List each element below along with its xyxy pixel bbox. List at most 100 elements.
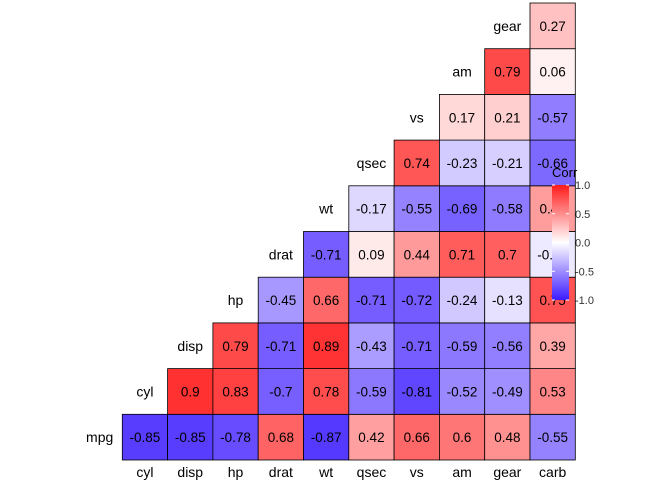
heatmap-cell-mpg-cyl: [121, 413, 169, 461]
cell-value-label: -0.23: [447, 156, 478, 171]
heatmap-cell-qsec-am: [438, 139, 486, 187]
heatmap-cell-wt-vs: [393, 185, 440, 232]
row-label-vs: vs: [410, 109, 424, 125]
heatmap-cell-drat-gear: [484, 231, 531, 278]
heatmap-cell-mpg-gear: [484, 413, 531, 461]
cell-value-label: -0.49: [492, 384, 523, 399]
cell-value-label: -0.7: [269, 384, 292, 399]
heatmap-cell-cyl-vs: [393, 368, 440, 415]
x-tick-label-vs: vs: [410, 464, 424, 480]
cell-value-label: 0.09: [358, 247, 384, 262]
cell-value-label: 0.42: [358, 430, 384, 445]
cell-value-label: -0.69: [447, 202, 478, 217]
row-label-mpg: mpg: [86, 429, 113, 445]
cell-value-label: -0.17: [356, 202, 387, 217]
row-label-wt: wt: [318, 201, 333, 217]
heatmap-cell-disp-carb: [529, 322, 576, 369]
heatmap-cell-cyl-carb: [529, 368, 576, 415]
cell-value-label: -0.81: [401, 384, 432, 399]
cell-value-label: 0.7: [498, 247, 517, 262]
cell-value-label: 0.44: [404, 247, 431, 262]
cell-value-label: -0.59: [447, 339, 478, 354]
cell-value-label: -0.24: [447, 293, 478, 308]
cell-value-label: -0.87: [311, 430, 342, 445]
heatmap-cell-mpg-qsec: [348, 413, 395, 461]
cell-value-label: 0.27: [540, 19, 566, 34]
x-tick-label-hp: hp: [228, 464, 244, 480]
cell-value-label: 0.83: [222, 384, 248, 399]
cell-value-label: -0.85: [130, 430, 161, 445]
heatmap-cell-drat-am: [438, 231, 486, 278]
cell-value-label: -0.85: [175, 430, 206, 445]
cell-value-label: 0.48: [494, 430, 520, 445]
heatmap-cell-cyl-am: [438, 368, 486, 415]
x-axis-tick-labels: cyl disp hp drat wt qsec vs am gear carb: [136, 464, 566, 480]
cell-value-label: 0.06: [540, 65, 566, 80]
cell-value-label: -0.45: [265, 293, 296, 308]
x-tick-label-disp: disp: [177, 464, 203, 480]
heatmap-cell-vs-carb: [529, 94, 576, 141]
heatmap-cell-drat-qsec: [348, 231, 395, 278]
x-tick-label-wt: wt: [318, 464, 333, 480]
cell-value-label: 0.66: [313, 293, 339, 308]
legend-tick-label: -1.0: [575, 295, 594, 307]
cell-value-label: 0.68: [268, 430, 294, 445]
cell-value-label: -0.71: [401, 339, 432, 354]
cell-value-label: -0.78: [220, 430, 251, 445]
cell-value-label: -0.56: [492, 339, 523, 354]
x-tick-label-gear: gear: [493, 464, 521, 480]
heatmap-cell-disp-drat: [257, 322, 304, 369]
cell-value-label: -0.58: [492, 202, 523, 217]
cell-value-label: -0.43: [356, 339, 387, 354]
heatmap-cell-hp-wt: [303, 276, 350, 324]
cell-value-label: 0.66: [404, 430, 430, 445]
cell-value-label: -0.66: [537, 156, 568, 171]
cell-value-label: -0.55: [401, 202, 432, 217]
row-labels: mpg cyl disp hp drat wt qsec vs am gear: [86, 18, 522, 445]
heatmap-cell-gear-carb: [529, 2, 576, 50]
cell-value-label: 0.39: [540, 339, 566, 354]
heatmap-cell-cyl-drat: [257, 368, 304, 415]
heatmap-cell-cyl-gear: [484, 368, 531, 415]
heatmap-cell-cyl-hp: [212, 368, 259, 415]
heatmap-cells: -0.85 -0.85 -0.78 0.68 -0.87 0.42 0.66 0.6 0.48 -…: [121, 2, 576, 461]
legend-tick-label: -0.5: [575, 266, 594, 278]
cell-value-label: 0.79: [494, 65, 520, 80]
row-label-drat: drat: [269, 246, 293, 262]
cell-value-label: 0.71: [449, 247, 475, 262]
x-tick-label-cyl: cyl: [136, 464, 153, 480]
legend-title: Corr: [552, 165, 578, 180]
heatmap-cell-wt-am: [438, 185, 486, 232]
cell-value-label: -0.55: [537, 430, 568, 445]
cell-value-label: -0.71: [265, 339, 296, 354]
cell-value-label: -0.13: [492, 293, 523, 308]
cell-value-label: -0.52: [447, 384, 478, 399]
heatmap-cell-vs-am: [438, 94, 486, 141]
cell-value-label: -0.71: [311, 247, 342, 262]
color-legend: Corr 1.0 0.5 0.0 -0.5 -1.0: [552, 165, 594, 307]
cell-value-label: 0.21: [494, 110, 520, 125]
heatmap-cell-disp-am: [438, 322, 486, 369]
cell-value-label: 0.17: [449, 110, 475, 125]
heatmap-cell-mpg-vs: [393, 413, 440, 461]
cell-value-label: -0.59: [356, 384, 387, 399]
heatmap-cell-mpg-carb: [529, 413, 576, 461]
cell-value-label: 0.89: [313, 339, 339, 354]
legend-tick-label: 0.0: [575, 238, 590, 250]
cell-value-label: 0.79: [222, 339, 248, 354]
cell-value-label: -0.57: [537, 110, 568, 125]
row-label-disp: disp: [177, 338, 203, 354]
cell-value-label: 0.78: [313, 384, 339, 399]
row-label-am: am: [452, 64, 471, 80]
legend-tick-label: 0.5: [575, 209, 590, 221]
heatmap-cell-am-gear: [484, 48, 531, 95]
heatmap-cell-qsec-gear: [484, 139, 531, 187]
x-tick-label-am: am: [452, 464, 471, 480]
x-tick-label-drat: drat: [269, 464, 293, 480]
x-tick-label-carb: carb: [539, 464, 566, 480]
cell-value-label: 0.9: [181, 384, 200, 399]
heatmap-cell-disp-qsec: [348, 322, 395, 369]
cell-value-label: 0.53: [540, 384, 566, 399]
x-tick-label-qsec: qsec: [357, 464, 387, 480]
